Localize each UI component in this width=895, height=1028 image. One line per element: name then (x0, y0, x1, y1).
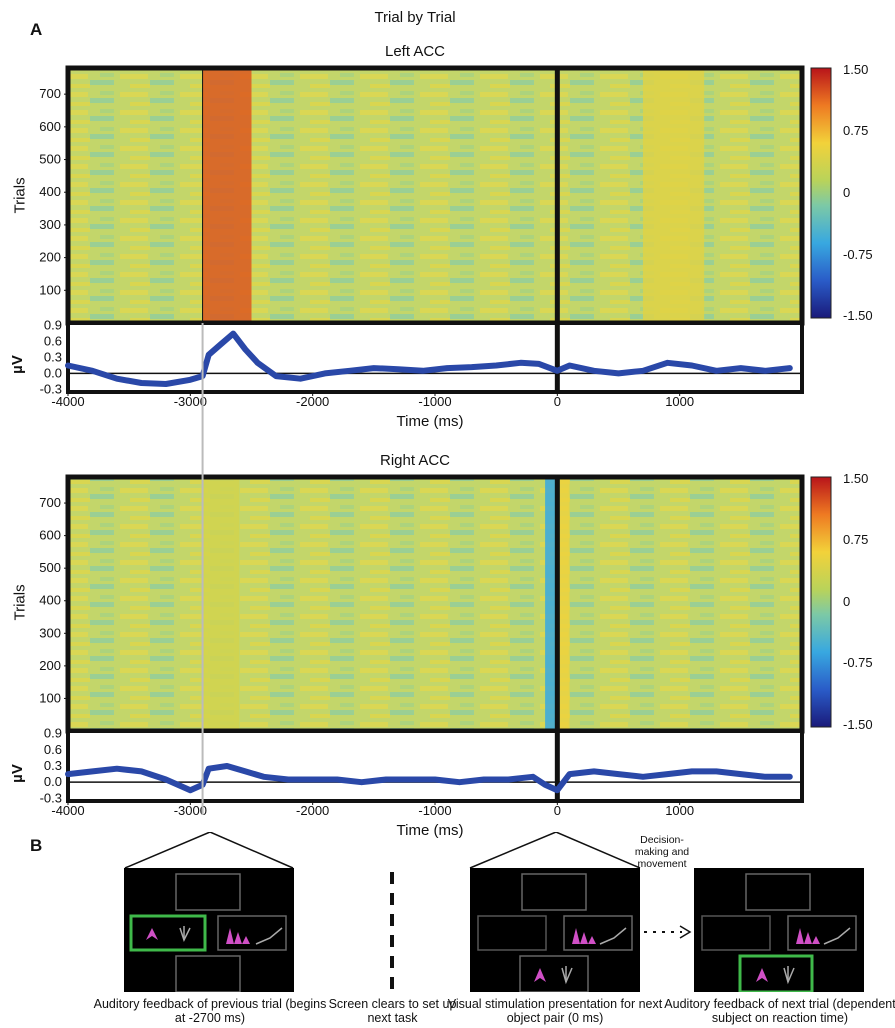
lineplot-xtick-label-3-3: -1000 (418, 803, 451, 818)
caption-screen-clears: Screen clears to set up next task (328, 997, 457, 1025)
lineplot-xtick-label-1-4: 0 (554, 394, 561, 409)
lineplot-xtick-label-3-2: -2000 (296, 803, 329, 818)
heatmap-ytick-label-0-6: 100 (39, 282, 61, 297)
heatmap-ytick-label-0-0: 700 (39, 86, 61, 101)
heatmaps-group (65, 65, 805, 734)
decision-label: Decision-making and movement (634, 834, 690, 870)
heatmap-band-0-1 (642, 68, 705, 323)
screen-visual-stimulation (470, 868, 640, 992)
heatmap-ytick-label-2-5: 200 (39, 658, 61, 673)
heatmap-band-0-0 (202, 68, 252, 323)
heatmap-band-2-1 (545, 477, 558, 731)
panel-a-label: A (30, 20, 43, 39)
heatmap-ytick-label-0-4: 300 (39, 217, 61, 232)
lineplot-ytick-label-1-2: 0.3 (44, 350, 62, 365)
heatmap-ytick-label-0-5: 200 (39, 250, 61, 265)
cbar1-tick-2: 0.75 (843, 123, 869, 138)
lineplot-ytick-label-3-1: 0.6 (44, 742, 62, 757)
right-time-xlabel: Time (ms) (396, 822, 464, 839)
right-acc-title: Right ACC (379, 452, 451, 469)
cbar2-tick-2: 0.75 (843, 532, 869, 547)
left-time-xlabel: Time (ms) (396, 413, 464, 430)
lineplot-ytick-label-1-1: 0.6 (44, 334, 62, 349)
screen-next-feedback (694, 868, 864, 992)
cbar2-tick-1: 1.50 (843, 471, 869, 486)
heatmap-ytick-label-0-2: 500 (39, 152, 61, 167)
colorbar-right-acc (810, 476, 832, 728)
lineplot-ytick-label-3-3: 0.0 (44, 774, 62, 789)
cbar1-tick-3: 0 (843, 185, 851, 200)
heatmap-ytick-label-2-3: 400 (39, 593, 61, 608)
lineplot-ytick-label-3-0: 0.9 (44, 726, 62, 741)
heatmap-ytick-label-0-3: 400 (39, 184, 61, 199)
left-trials-ylabel: Trials (11, 177, 29, 214)
lineplot-xtick-label-1-2: -2000 (296, 394, 329, 409)
cbar1-tick-4: -0.75 (843, 247, 873, 262)
axes-text-group: 7006005004003002001000.90.60.30.0-0.3-40… (39, 86, 694, 818)
erp-series-line-3 (65, 763, 793, 794)
cbar2-tick-5: -1.50 (843, 717, 873, 732)
right-trials-ylabel: Trials (11, 584, 29, 621)
lineplot-xtick-label-1-0: -4000 (51, 394, 84, 409)
erp-series-line-1 (65, 330, 793, 387)
lineplot-xtick-label-1-1: -3000 (174, 394, 207, 409)
lineplot-frame-3 (66, 729, 804, 803)
lineplot-xtick-label-3-1: -3000 (174, 803, 207, 818)
lineplot-ytick-label-3-4: -0.3 (40, 790, 62, 805)
heatmap-ytick-label-2-4: 300 (39, 625, 61, 640)
cbar2-tick-4: -0.75 (843, 655, 873, 670)
heatmap-band-2-2 (557, 477, 570, 731)
main-title: Trial by Trial (374, 9, 456, 26)
caption-previous-feedback: Auditory feedback of previous trial (beg… (93, 997, 327, 1025)
heatmap-ytick-label-2-2: 500 (39, 560, 61, 575)
cbar1-tick-5: -1.50 (843, 308, 873, 323)
heatmap-ytick-label-0-1: 600 (39, 119, 61, 134)
lineplot-xtick-label-3-0: -4000 (51, 803, 84, 818)
lineplot-ytick-label-1-3: 0.0 (44, 365, 62, 380)
heatmap-band-2-0 (202, 477, 240, 731)
panel-b-label: B (30, 836, 43, 855)
caption-next-feedback: Auditory feedback of next trial (depende… (664, 997, 895, 1025)
lineplot-ytick-label-3-2: 0.3 (44, 758, 62, 773)
heatmap-background-2 (68, 477, 802, 731)
left-uv-ylabel: µV (8, 355, 26, 374)
screen-previous-feedback (124, 868, 294, 992)
cbar2-tick-3: 0 (843, 594, 851, 609)
left-acc-title: Left ACC (384, 43, 446, 60)
panel-b-svg (124, 832, 864, 992)
colorbar-left-acc (810, 67, 832, 319)
heatmap-ytick-label-2-1: 600 (39, 528, 61, 543)
heatmap-ytick-label-2-0: 700 (39, 495, 61, 510)
chart-svg: 7006005004003002001000.90.60.30.0-0.3-40… (39, 65, 832, 818)
heatmap-ytick-label-2-6: 100 (39, 690, 61, 705)
lineplot-xtick-label-3-5: 1000 (665, 803, 694, 818)
cbar1-tick-1: 1.50 (843, 62, 869, 77)
caption-visual-stimulation: Visual stimulation presentation for next… (447, 997, 663, 1025)
lineplot-ytick-label-1-4: -0.3 (40, 381, 62, 396)
lineplot-frame-1 (66, 321, 804, 394)
lineplot-ytick-label-1-0: 0.9 (44, 318, 62, 333)
lineplot-xtick-label-1-5: 1000 (665, 394, 694, 409)
right-uv-ylabel: µV (8, 764, 26, 783)
lineplot-xtick-label-1-3: -1000 (418, 394, 451, 409)
lineplot-xtick-label-3-4: 0 (554, 803, 561, 818)
